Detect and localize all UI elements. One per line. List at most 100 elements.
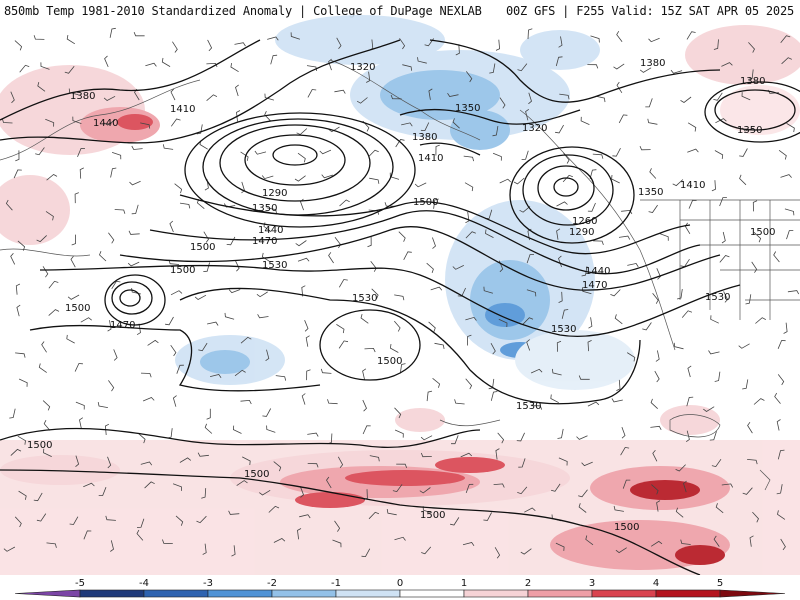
wind-barb (550, 394, 559, 404)
wind-barb (780, 538, 786, 551)
wind-barb (499, 97, 506, 109)
wind-barb (17, 240, 26, 251)
wind-barb (40, 62, 50, 70)
contour-label: 1380 (640, 58, 665, 69)
wind-barb (611, 398, 623, 403)
wind-barb (43, 420, 51, 431)
wind-barb (652, 292, 659, 304)
wind-barb (395, 139, 405, 148)
wind-barb (525, 108, 530, 121)
wind-barb (686, 396, 694, 407)
wind-barb (18, 378, 28, 387)
colorbar-segment (271, 589, 337, 598)
wind-barb (398, 231, 406, 242)
wind-barb (578, 503, 587, 513)
wind-barb (394, 294, 405, 301)
wind-barb (264, 111, 272, 122)
wind-barb (715, 118, 727, 124)
wind-barb (36, 513, 47, 522)
wind-barb (367, 236, 372, 248)
wind-barb (558, 36, 563, 48)
colorbar-segment (207, 589, 273, 598)
contour-label: 1500 (413, 197, 438, 208)
wind-barb (266, 425, 276, 433)
wind-barb (709, 431, 717, 441)
wind-barb (714, 150, 724, 159)
wind-barb (270, 54, 278, 65)
wind-barb (558, 255, 562, 268)
wind-barb (414, 182, 427, 188)
wind-barb (207, 321, 219, 326)
contour-label: 1410 (680, 180, 705, 191)
wind-barb (128, 230, 140, 235)
wind-barb (326, 476, 332, 489)
wind-barb (174, 183, 183, 194)
contour-label: 1530 (352, 293, 377, 304)
wind-barb (590, 35, 600, 43)
wind-barb (170, 118, 181, 127)
wind-barb (613, 63, 625, 70)
wind-barb (321, 174, 333, 179)
wind-barb (626, 352, 636, 362)
contour-label: 1470 (582, 280, 607, 291)
wind-barb (738, 343, 750, 349)
contour-label: 1260 (572, 216, 597, 227)
colorbar: -5 -4 -3 -2 -1 0 1 2 3 4 5 (0, 575, 800, 600)
wind-barb (462, 542, 475, 547)
wind-barb (680, 96, 692, 103)
wind-barb (305, 335, 310, 347)
wind-barb (45, 211, 54, 221)
wind-barb (490, 343, 496, 355)
wind-barb (749, 535, 754, 547)
wind-barb (530, 368, 543, 374)
wind-barb (621, 426, 626, 439)
wind-barb (362, 425, 371, 435)
colorbar-segment (399, 589, 465, 598)
wind-barb (265, 349, 270, 362)
wind-barb (517, 63, 528, 72)
wind-barb (703, 406, 715, 412)
wind-barb (275, 375, 287, 381)
wind-barb (304, 320, 309, 332)
wind-barb (556, 228, 561, 240)
wind-barb (140, 372, 152, 378)
wind-barb (83, 530, 92, 540)
wind-barb (108, 380, 115, 392)
wind-barb (719, 255, 730, 263)
wind-barb (647, 118, 658, 125)
wind-barb (578, 489, 588, 498)
contour-label: 1440 (585, 266, 610, 277)
wind-barb (273, 538, 286, 543)
wind-barb (751, 261, 758, 273)
wind-barb (297, 528, 302, 540)
wind-barb (752, 200, 758, 212)
wind-barb (162, 539, 173, 544)
wind-barb (490, 391, 498, 401)
wind-barb (79, 417, 84, 429)
colorbar-tick-label: 5 (717, 578, 723, 589)
wind-barb (127, 261, 140, 267)
wind-barb (46, 174, 58, 181)
wind-barb (587, 202, 596, 212)
wind-barb (392, 484, 403, 493)
wind-barb (588, 317, 593, 329)
wind-barb (145, 62, 157, 67)
wind-barb (651, 484, 659, 495)
wind-barb (520, 548, 532, 555)
wind-barb (460, 452, 473, 458)
wind-barb (327, 399, 338, 405)
wind-barb (196, 124, 203, 135)
wind-barb (66, 334, 75, 344)
wind-barb (610, 289, 621, 297)
wind-barb (494, 547, 501, 559)
colorbar-segment (463, 589, 529, 598)
contour-label: 1410 (170, 104, 195, 115)
wind-barb (144, 481, 155, 489)
wind-barb (364, 347, 376, 353)
wind-barb (210, 374, 222, 379)
wind-barb (46, 542, 57, 548)
wind-barb (516, 432, 525, 442)
wind-barb (639, 145, 651, 151)
wind-barb (618, 114, 628, 124)
wind-barb (526, 254, 535, 264)
